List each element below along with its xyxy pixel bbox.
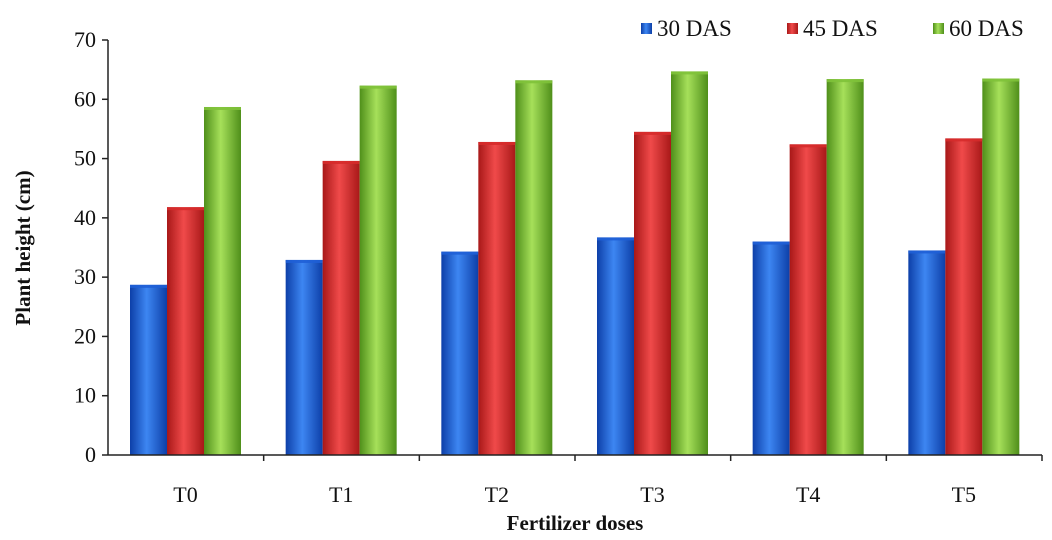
y-tick-label: 40	[74, 205, 96, 230]
legend-swatch-45-das	[787, 23, 798, 34]
bar-cap	[752, 241, 790, 245]
legend-label: 45 DAS	[803, 16, 878, 41]
plot-area	[130, 71, 1020, 456]
x-tick-label: T3	[640, 482, 664, 507]
bar-30-das-t1	[285, 259, 323, 455]
legend-label: 60 DAS	[949, 16, 1024, 41]
bar-60-das-t2	[515, 80, 553, 456]
bar-45-das-t0	[167, 207, 204, 455]
legend: 30 DAS 45 DAS 60 DAS	[641, 16, 1024, 41]
bar-60-das-t0	[204, 106, 241, 455]
bar-cap	[359, 85, 397, 89]
bar-cap	[597, 237, 634, 241]
bar-60-das-t4	[826, 79, 864, 455]
y-axis: 0 10 20 30 40 50 60 70	[74, 27, 109, 467]
bar-cap	[945, 138, 983, 142]
bar-cap	[130, 284, 167, 288]
bar-30-das-t5	[908, 250, 946, 455]
bar-cap	[789, 144, 827, 148]
y-tick-label: 0	[85, 442, 96, 467]
bar-cap	[204, 106, 241, 110]
x-axis-title: Fertilizer doses	[507, 511, 644, 535]
bar-cap	[908, 250, 946, 254]
legend-label: 30 DAS	[657, 16, 732, 41]
bar-45-das-t1	[322, 160, 360, 455]
bar-cap	[982, 78, 1020, 82]
bar-30-das-t4	[752, 241, 790, 455]
bar-cap	[322, 160, 360, 164]
legend-swatch-30-das	[641, 23, 652, 34]
y-tick-label: 50	[74, 146, 96, 171]
bar-cap	[167, 207, 204, 211]
bar-60-das-t1	[359, 85, 397, 456]
bar-cap	[671, 71, 708, 75]
bar-30-das-t0	[130, 284, 167, 455]
bar-cap	[478, 141, 516, 145]
bar-45-das-t2	[478, 141, 516, 455]
y-tick-label: 70	[74, 27, 96, 52]
bar-cap	[285, 259, 323, 263]
bar-cap	[826, 79, 864, 83]
bar-45-das-t4	[789, 144, 827, 456]
x-tick-label: T2	[485, 482, 509, 507]
y-tick-label: 30	[74, 264, 96, 289]
y-tick-label: 20	[74, 323, 96, 348]
bar-cap	[441, 251, 479, 255]
bar-60-das-t5	[982, 78, 1020, 456]
x-tick-label: T1	[329, 482, 353, 507]
x-tick-label: T0	[173, 482, 197, 507]
y-tick-label: 10	[74, 383, 96, 408]
x-tick-label: T5	[952, 482, 976, 507]
legend-swatch-60-das	[933, 23, 944, 34]
bar-cap	[634, 131, 671, 135]
x-axis: T0 T1 T2 T3 T4 T5	[108, 454, 1043, 507]
bar-cap	[515, 80, 553, 84]
bar-30-das-t2	[441, 251, 479, 455]
y-axis-title: Plant height (cm)	[11, 170, 35, 325]
bar-60-das-t3	[671, 71, 708, 456]
y-tick-label: 60	[74, 86, 96, 111]
bar-30-das-t3	[597, 237, 634, 455]
x-tick-label: T4	[796, 482, 820, 507]
bar-45-das-t5	[945, 138, 983, 455]
bar-45-das-t3	[634, 131, 671, 455]
